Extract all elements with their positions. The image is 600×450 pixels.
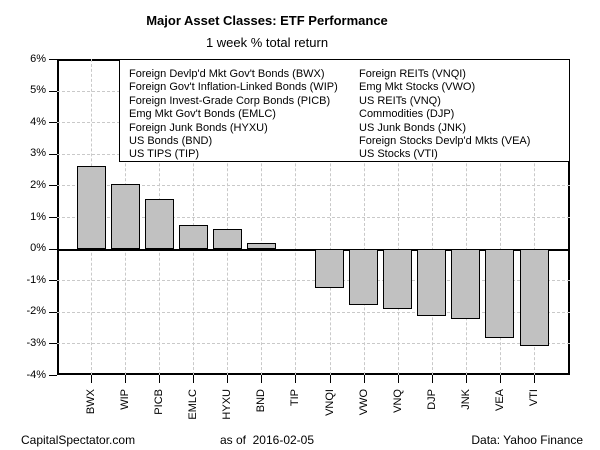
y-tick-label: -2%: [26, 305, 46, 318]
bar: [349, 248, 379, 305]
y-tick-label: 5%: [30, 84, 46, 97]
bar: [383, 248, 413, 309]
legend-item: US Stocks (VTI): [359, 148, 438, 161]
y-tick-label: -1%: [26, 273, 46, 286]
x-tick-label: DJP: [425, 389, 438, 410]
x-tick-label: VTI: [528, 389, 540, 407]
legend-item: US TIPS (TIP): [129, 148, 200, 161]
legend-item: Foreign Devlp'd Mkt Gov't Bonds (BWX): [129, 68, 325, 80]
y-axis-tick: [49, 185, 57, 187]
data-source: Data: Yahoo Finance: [471, 433, 583, 447]
legend-item: US Junk Bonds (JNK): [359, 121, 466, 134]
y-tick-label: -4%: [26, 368, 46, 381]
y-axis-tick: [49, 343, 57, 345]
bar: [315, 248, 345, 288]
x-tick-label: VNQI: [323, 389, 336, 416]
x-tick-label: BWX: [85, 389, 97, 415]
x-tick-label: TIP: [289, 389, 302, 407]
x-axis-tick: [193, 375, 195, 383]
legend-item: Emg Mkt Gov't Bonds (EMLC): [129, 108, 276, 121]
bar: [519, 248, 549, 347]
x-tick-label: BND: [255, 389, 268, 413]
bar: [212, 229, 242, 249]
legend-item: Foreign Invest-Grade Corp Bonds (PICB): [129, 94, 331, 107]
legend-box: Foreign Devlp'd Mkt Gov't Bonds (BWX) For…: [119, 59, 570, 162]
x-tick-label: JNK: [459, 389, 472, 410]
h-gridline: [57, 343, 570, 345]
x-axis-tick: [363, 375, 365, 383]
x-tick-label: EMLC: [187, 389, 200, 420]
y-tick-label: 0%: [30, 242, 46, 255]
bar: [76, 165, 106, 249]
zero-axis-line: [57, 248, 570, 251]
y-axis-tick: [49, 311, 57, 313]
legend-item: Emg Mkt Stocks (VWO): [359, 81, 476, 94]
legend-item: Foreign Stocks Devlp'd Mkts (VEA): [359, 135, 531, 148]
x-axis-tick: [499, 375, 501, 383]
y-axis-tick: [49, 59, 57, 60]
x-tick-label: PICB: [153, 389, 166, 415]
y-tick-label: 6%: [30, 52, 46, 65]
x-axis-tick: [227, 375, 229, 383]
x-axis-tick: [159, 375, 161, 383]
x-axis-tick: [534, 375, 535, 383]
y-axis-tick: [49, 153, 57, 155]
x-axis-tick: [91, 375, 92, 383]
y-tick-label: 3%: [30, 147, 46, 160]
bar: [246, 243, 276, 249]
chart-subtitle: 1 week % total return: [205, 35, 329, 50]
x-axis-tick: [431, 375, 433, 383]
h-gridline: [57, 185, 570, 187]
bar: [451, 248, 481, 319]
legend-item: Foreign Junk Bonds (HYXU): [129, 121, 268, 134]
x-tick-label: VWO: [357, 389, 370, 416]
x-axis-tick: [465, 375, 467, 383]
legend-item: Foreign REITs (VNQI): [359, 68, 466, 80]
as-of-date: as of 2016-02-05: [219, 433, 315, 447]
legend-item: US Bonds (BND): [129, 135, 213, 148]
x-axis-tick: [295, 375, 297, 383]
y-axis-tick: [49, 90, 57, 92]
x-axis-tick: [397, 375, 399, 383]
chart-header: Major Asset Classes: ETF Performance 1 w…: [0, 13, 534, 50]
y-tick-label: 1%: [30, 210, 46, 223]
bar: [144, 199, 174, 249]
legend-item: US REITs (VNQ): [359, 94, 441, 107]
x-tick-label: VEA: [493, 389, 506, 412]
x-axis-tick: [329, 375, 331, 383]
x-tick-label: HYXU: [221, 389, 234, 420]
h-gridline: [57, 280, 570, 282]
source-attribution: CapitalSpectator.com: [21, 433, 136, 447]
bar: [178, 224, 208, 249]
y-axis-tick: [49, 248, 57, 250]
x-tick-label: WIP: [119, 389, 132, 410]
legend-column-right: Foreign REITs (VNQI) Emg Mkt Stocks (VWO)…: [359, 68, 530, 162]
y-axis-tick: [49, 217, 57, 218]
y-tick-label: -3%: [26, 336, 46, 349]
legend-item: Foreign Gov't Inflation-Linked Bonds (WI…: [129, 81, 338, 94]
y-axis-tick: [49, 375, 57, 376]
x-axis-tick: [261, 375, 263, 383]
y-tick-label: 4%: [30, 115, 46, 128]
y-tick-label: 2%: [30, 178, 46, 191]
chart-title: Major Asset Classes: ETF Performance: [146, 13, 388, 28]
h-gridline: [57, 217, 570, 218]
y-axis-tick: [49, 280, 57, 282]
h-gridline: [57, 311, 570, 313]
legend-column-left: Foreign Devlp'd Mkt Gov't Bonds (BWX) For…: [129, 68, 338, 162]
legend-item: Commodities (DJP): [359, 108, 455, 121]
bar: [485, 248, 515, 339]
y-axis-tick: [49, 122, 57, 124]
x-tick-label: VNQ: [391, 389, 404, 413]
bar: [110, 183, 140, 249]
x-axis-tick: [125, 375, 127, 383]
bar: [417, 248, 447, 317]
